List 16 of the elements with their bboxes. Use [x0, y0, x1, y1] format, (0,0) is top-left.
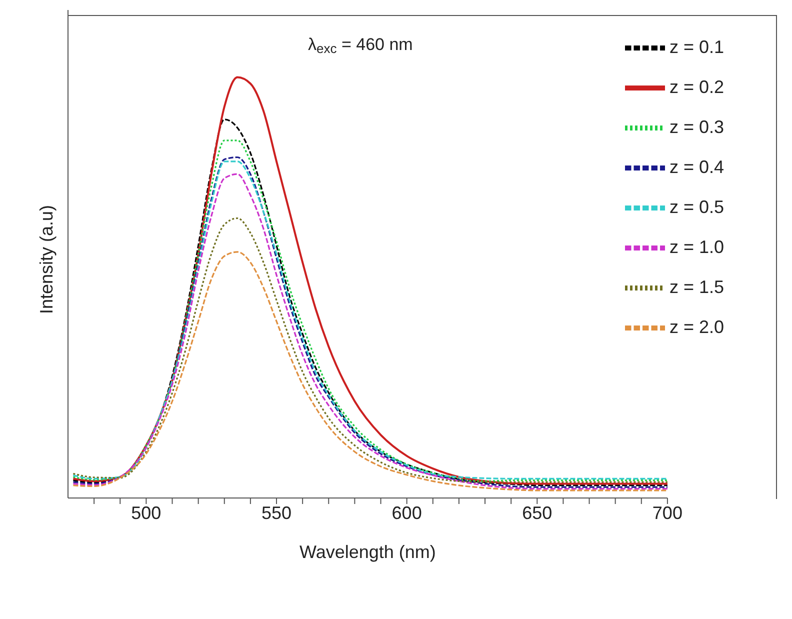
x-tick-label: 500	[131, 502, 162, 523]
x-tick-label: 550	[261, 502, 292, 523]
legend-label: z = 1.0	[669, 236, 724, 257]
legend-label: z = 0.5	[669, 196, 724, 217]
legend-label: z = 0.3	[669, 116, 724, 137]
legend-label: z = 1.5	[669, 276, 724, 297]
x-tick-label: 650	[522, 502, 552, 523]
text: λ$_{exc}$ = 460 nm	[308, 35, 413, 56]
x-tick-label: 700	[652, 502, 682, 523]
y-axis-title: Intensity (a.u)	[36, 204, 56, 314]
x-axis-title: Wavelength (nm)	[300, 542, 436, 562]
legend-label: z = 0.2	[669, 76, 724, 97]
x-tick-label: 600	[392, 502, 422, 523]
legend-label: z = 0.1	[669, 36, 724, 57]
legend-label: z = 0.4	[669, 156, 724, 177]
legend-label: z = 2.0	[669, 316, 724, 337]
